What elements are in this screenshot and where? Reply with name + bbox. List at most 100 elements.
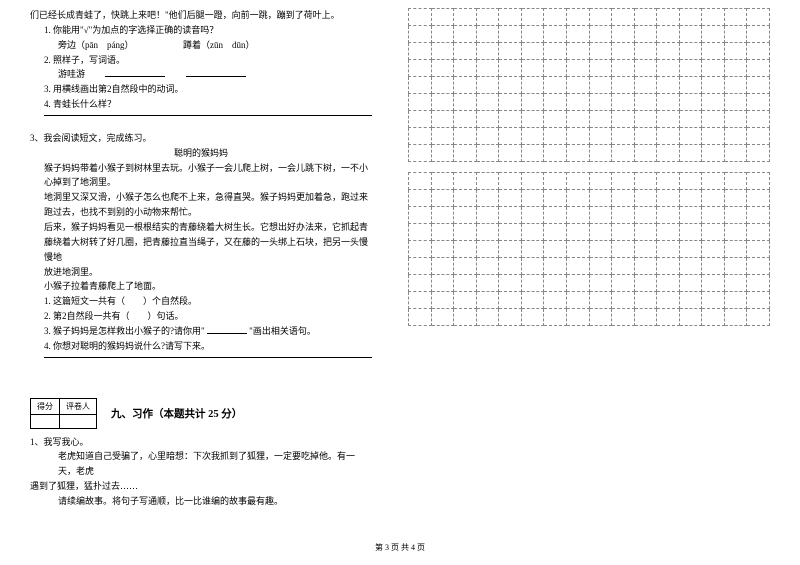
grid-cell [431,190,454,207]
grid-cell [589,60,612,77]
passage-text: 心掉到了地洞里。 [30,175,372,190]
grid-cell [499,145,522,162]
grid-cell [499,94,522,111]
grid-cell [589,292,612,309]
grid-cell [566,173,589,190]
grid-cell [589,9,612,26]
grid-cell [612,128,635,145]
grid-cell [499,9,522,26]
grid-cell [634,224,657,241]
grid-cell [409,190,432,207]
grid-cell [521,128,544,145]
grid-cell [521,94,544,111]
grid-cell [499,43,522,60]
grid-cell [566,224,589,241]
grid-cell [409,309,432,326]
grid-cell [589,173,612,190]
grid-cell [409,275,432,292]
grid-cell [409,60,432,77]
grid-cell [454,60,477,77]
grid-cell [724,309,747,326]
grid-cell [702,309,725,326]
grid-cell [679,241,702,258]
grid-cell [431,241,454,258]
grid-cell [747,43,770,60]
grid-cell [747,9,770,26]
right-column [390,0,800,520]
grid-cell [679,60,702,77]
grid-cell [634,77,657,94]
grid-cell [454,77,477,94]
grid-cell [747,241,770,258]
question-1: 1. 你能用"√"为加点的字选择正确的读音吗？ [30,23,372,38]
grid-cell [634,60,657,77]
grid-cell [702,43,725,60]
grid-cell [409,145,432,162]
blank [207,325,247,334]
grid-cell [521,145,544,162]
grid-cell [431,207,454,224]
passage-text: 小猴子拉着青藤爬上了地面。 [30,279,372,294]
grid-cell [747,207,770,224]
blank [105,68,165,77]
grid-cell [657,190,680,207]
grid-cell [747,190,770,207]
grid-cell [634,111,657,128]
grid-cell [521,292,544,309]
grid-cell [679,275,702,292]
grid-cell [724,26,747,43]
grid-cell [521,111,544,128]
grid-cell [679,128,702,145]
grid-cell [747,111,770,128]
writing-prompt: 1、我写我心。 [30,435,372,450]
section-3: 3、我会阅读短文，完成练习。 [30,131,372,146]
grid-cell [544,258,567,275]
page-footer: 第 3 页 共 4 页 [0,542,800,553]
grid-cell [747,77,770,94]
grid-cell [657,292,680,309]
grid-cell [431,292,454,309]
text: 3. 猴子妈妈是怎样救出小猴子的?请你用" [44,326,205,336]
grid-cell [657,128,680,145]
grid-cell [657,309,680,326]
grid-cell [634,258,657,275]
grid-cell [499,26,522,43]
grid-cell [431,145,454,162]
grid-cell [657,60,680,77]
grid-cell [409,173,432,190]
answer-line [44,115,372,116]
grid-cell [454,94,477,111]
grid-cell [702,77,725,94]
grid-cell [724,60,747,77]
grid-cell [476,207,499,224]
grid-cell [566,190,589,207]
grid-cell [612,173,635,190]
grid-cell [476,9,499,26]
writing-text: 老虎知道自己受骗了，心里暗想：下次我抓到了狐狸，一定要吃掉他。有一天，老虎 [30,449,372,479]
grid-cell [566,275,589,292]
grid-cell [409,43,432,60]
grid-cell [589,26,612,43]
writing-grid [408,8,770,162]
grid-cell [747,173,770,190]
grid-cell [499,275,522,292]
grid-cell [724,145,747,162]
grid-cell [724,9,747,26]
grid-cell [476,309,499,326]
grid-cell [612,292,635,309]
grid-cell [499,77,522,94]
grid-cell [409,77,432,94]
grid-cell [612,145,635,162]
grid-cell [454,26,477,43]
grid-cell [476,145,499,162]
grid-cell [589,275,612,292]
grid-cell [454,145,477,162]
grid-cell [634,173,657,190]
grid-cell [544,111,567,128]
grid-cell [724,224,747,241]
grid-cell [476,241,499,258]
grid-cell [454,275,477,292]
grid-cell [476,128,499,145]
passage-text: 跑过去，也找不到别的小动物来帮忙。 [30,205,372,220]
grid-cell [634,309,657,326]
